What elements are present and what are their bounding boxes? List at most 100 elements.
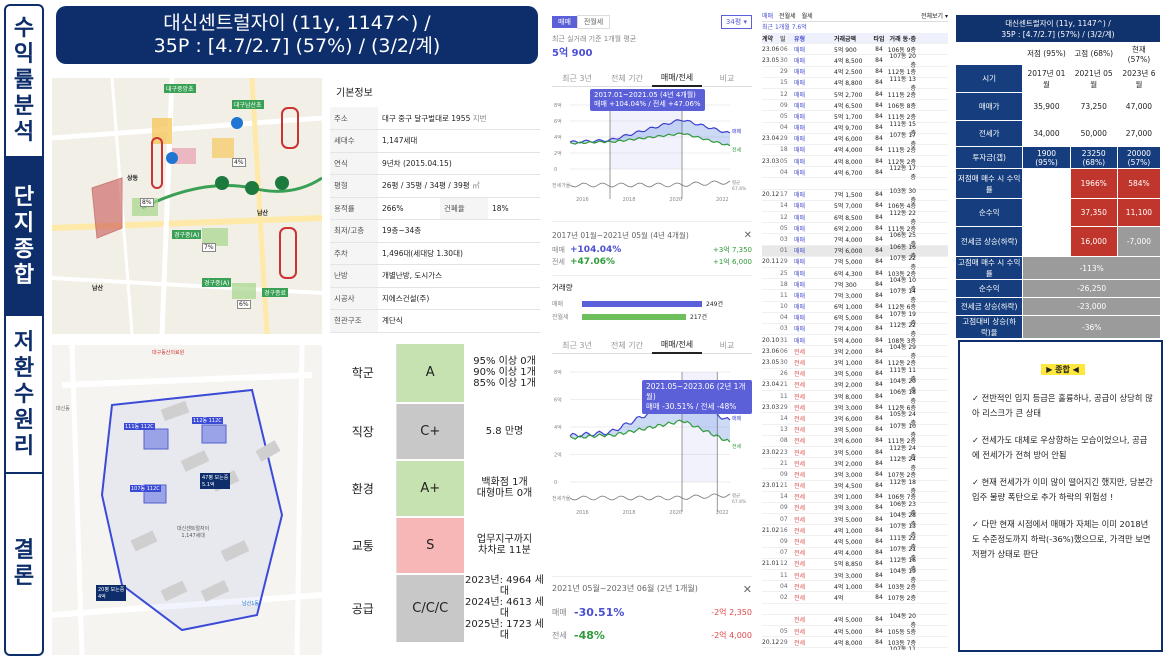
summary-cell: 47,000 [1116, 92, 1162, 121]
tx-tab-monthly[interactable]: 월세 [801, 13, 813, 20]
tx-row[interactable]: 09 전세 3억 3,000 84 107동 2층 [762, 469, 948, 481]
unit-pin[interactable]: 111동 112C [124, 423, 155, 430]
tx-row[interactable]: 20.12 29 전세 4억 8,000 84 103동 7층 [762, 637, 948, 649]
tx-tab-jeonse[interactable]: 전월세 [779, 13, 796, 20]
tx-cell: 전세 [794, 527, 806, 535]
tx-row[interactable]: 전세 4억 5,000 84 104동 20층 [762, 613, 948, 629]
tx-row[interactable]: 12 매매 6억 8,500 84 112동 22층 [762, 210, 948, 226]
tx-row[interactable]: 23.03 29 전세 3억 3,000 84 112동 6층 [762, 402, 948, 414]
tx-row[interactable]: 07 전세 4억 4,000 84 107동 21층 [762, 546, 948, 562]
tab-all-period[interactable]: 전체 기간 [611, 341, 643, 350]
tx-cell: 112동 2층 [887, 158, 916, 166]
tx-row[interactable]: 21.01 12 전세 5억 8,850 84 112동 16층 [762, 557, 948, 573]
tx-row[interactable]: 23.06 06 매매 5억 900 84 106동 9층 [762, 44, 948, 56]
tab-sale-jeonse[interactable]: 매매/전세 [652, 71, 702, 87]
tx-row[interactable]: 20.12 17 매매 7억 1,500 84 103동 30층 [762, 188, 948, 204]
tx-row[interactable]: 04 전세 4억 1,000 84 103동 2층 [762, 581, 948, 593]
unit-pin[interactable]: 20평 보는중 4억 [96, 585, 127, 601]
tx-row[interactable]: 11 전세 3억 3,000 84 104동 19층 [762, 568, 948, 584]
price-chart-bottom[interactable]: 8억 6억 4억 2억 0 매매 전세 전세가율 평균 67.8% 2016 2018 2020 2022… [552, 354, 752, 554]
tx-row[interactable]: 20.11 29 매매 7억 5,000 84 107동 22층 [762, 255, 948, 271]
tx-row[interactable]: 11 매매 7억 3,000 84 107동 14층 [762, 288, 948, 304]
close-icon[interactable]: ✕ [743, 230, 752, 241]
tab-compare[interactable]: 비교 [719, 74, 735, 83]
complex-map[interactable]: 111동 112C 112동 112C 107동 112C 47평 보는중 5.1… [52, 345, 322, 655]
unit-pin[interactable]: 112동 112C [192, 417, 223, 424]
tx-row[interactable]: 05 매매 5억 1,700 84 111동 2층 [762, 111, 948, 123]
tx-row[interactable]: 02 전세 4억 84 107동 2층 [762, 592, 948, 604]
tx-tab-sale[interactable]: 매매 [762, 13, 774, 20]
tx-row[interactable]: 21.02 16 전세 4억 1,000 84 107동 13층 [762, 523, 948, 539]
tx-row[interactable]: 05 전세 4억 5,000 84 105동 5층 [762, 626, 948, 638]
grade-row: 교통 S 업무지구까지 차차로 11분 [330, 516, 545, 575]
tx-row[interactable]: 23.04 21 전세 3억 2,000 84 104동 20층 [762, 378, 948, 394]
tx-row[interactable]: 29 매매 4억 2,500 84 112동 1층 [762, 67, 948, 78]
tx-row[interactable]: 23.03 05 매매 4억 8,000 84 112동 2층 [762, 156, 948, 168]
tx-row[interactable]: 08 전세 3억 6,000 84 111동 2층 [762, 436, 948, 447]
tx-row[interactable]: 12 매매 5억 2,700 84 111동 2층 [762, 89, 948, 101]
tx-row[interactable]: 09 매매 4억 6,500 84 106동 8층 [762, 100, 948, 112]
tx-row[interactable]: 04 매매 6억 5,000 84 107동 19층 [762, 311, 948, 327]
tx-row[interactable]: 21 전세 3억 2,000 84 112동 24층 [762, 456, 948, 472]
tx-row[interactable]: 26 전세 3억 5,000 84 111동 11층 [762, 367, 948, 383]
tx-row[interactable]: 09 전세 3억 3,000 84 106동 23층 [762, 501, 948, 517]
transaction-list[interactable]: 매매 전월세 월세 전체보기 ▾ 최근 1개월 7.6억 계약 일 유형 거래금액 타입… [762, 10, 948, 650]
tx-row[interactable]: 11 전세 3억 8,000 84 106동 18층 [762, 389, 948, 405]
tx-row[interactable]: 14 전세 3억 6,000 84 105동 24층 [762, 411, 948, 427]
tab-recent-3y[interactable]: 최근 3년 [562, 341, 592, 350]
tx-row[interactable]: 23.02 23 전세 3억 5,000 84 112동 24층 [762, 445, 948, 461]
tx-row[interactable]: 23.05 30 매매 4억 8,500 84 107동 20층 [762, 53, 948, 69]
tab-compare[interactable]: 비교 [719, 341, 735, 350]
tx-row[interactable]: 15 매매 4억 8,800 84 111동 13층 [762, 76, 948, 92]
tx-row[interactable]: 09 전세 4억 5,000 84 111동 22층 [762, 535, 948, 551]
tx-row[interactable]: 13 전세 3억 5,000 84 107동 10층 [762, 423, 948, 439]
tx-row[interactable]: 25 매매 6억 4,300 84 103동 2층 [762, 268, 948, 280]
tx-row[interactable]: 18 매매 7억 300 84 104동 10층 [762, 277, 948, 293]
tx-row[interactable]: 20.10 31 매매 5억 4,000 84 108동 3층 [762, 335, 948, 347]
tx-cell: 15 [780, 79, 788, 87]
gap-area [570, 119, 730, 146]
tx-cell: 84 [875, 482, 883, 490]
tx-cell: 4억 5,000 [834, 628, 863, 636]
tab-jeonse[interactable]: 전월세 [576, 15, 611, 29]
tx-row[interactable]: 04 매매 4억 6,700 84 112동 17층 [762, 165, 948, 181]
tab-all-period[interactable]: 전체 기간 [611, 74, 643, 83]
grade-detail: 95% 이상 0개 90% 이상 1개 85% 이상 1개 [464, 344, 545, 404]
tab-sale-jeonse[interactable]: 매매/전세 [652, 338, 702, 354]
tx-row[interactable]: 23.01 21 전세 3억 4,500 84 112동 18층 [762, 479, 948, 495]
tx-view-all[interactable]: 전체보기 ▾ [921, 13, 948, 20]
tx-row[interactable]: 14 전세 3억 1,000 84 106동 7층 [762, 492, 948, 503]
tx-row[interactable] [762, 178, 948, 190]
tx-row[interactable]: 10 매매 6억 1,000 84 112동 6층 [762, 302, 948, 313]
tx-row[interactable]: 07 전세 3억 5,000 84 104동 28층 [762, 512, 948, 528]
size-select[interactable]: 34평 ▾ [720, 15, 752, 29]
tx-row[interactable] [762, 604, 948, 615]
tx-row[interactable]: 03 매매 7억 4,000 84 106동 25층 [762, 232, 948, 248]
tx-row[interactable]: 18 매매 4억 4,000 84 111동 2층 [762, 145, 948, 157]
tx-row[interactable]: 23.04 29 매매 4억 6,000 84 107동 17층 [762, 132, 948, 148]
tx-cell: 매매 [794, 292, 806, 300]
district-map[interactable]: 대구중앙초 대구남산초 상동 남산 남산 경구중(A) 경구종료 경구중(A) … [52, 78, 322, 334]
tx-row[interactable]: 04 매매 4억 9,700 84 111동 15층 [762, 121, 948, 137]
tx-row[interactable]: 14 매매 5억 7,000 84 106동 4층 [762, 201, 948, 212]
tx-row[interactable]: 05 매매 6억 2,000 84 111동 2층 [762, 223, 948, 235]
tx-row[interactable]: 03 매매 7억 4,000 84 112동 22층 [762, 322, 948, 338]
close-icon[interactable]: ✕ [742, 583, 752, 596]
tab-recent-3y[interactable]: 최근 3년 [562, 74, 592, 83]
unit-pin[interactable]: 107동 112C [130, 485, 161, 492]
tx-cell: 111동 13층 [889, 75, 916, 92]
tx-rows: 23.06 06 매매 5억 900 84 106동 9층 23.05 30 매매 4억 8,50… [762, 44, 948, 650]
price-chart-top[interactable]: 8억 6억 4억 2억 0 매매 전세 전세가율 평균 67.8% 2016 2018 2020 2022… [552, 87, 752, 207]
tab-sale[interactable]: 매매 [552, 16, 577, 28]
unit-toggle[interactable]: ㎡ [472, 181, 480, 191]
tx-row[interactable]: 01 매매 7억 6,000 84 106동 16층 [762, 244, 948, 260]
address-lot-link[interactable]: 지번 [472, 113, 487, 123]
tx-row[interactable]: 23.05 30 전세 3억 1,000 84 112동 2층 [762, 357, 948, 369]
unit-pin[interactable]: 47평 보는중 5.1억 [200, 473, 231, 489]
tx-row[interactable]: 23.06 06 전세 3억 2,000 84 104동 29층 [762, 344, 948, 360]
